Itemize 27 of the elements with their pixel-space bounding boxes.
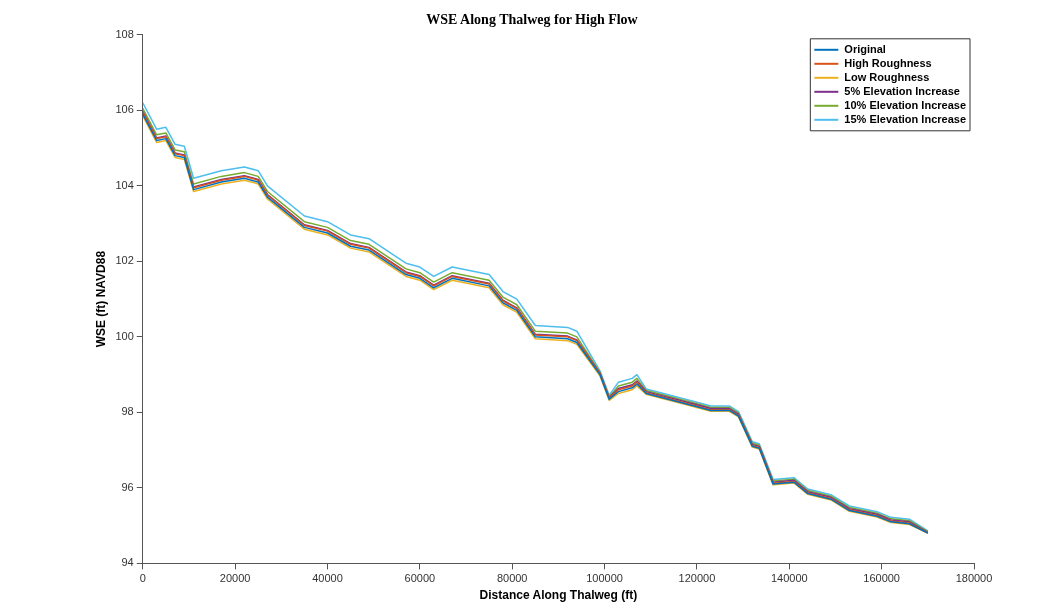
x-tick-label: 60000 [404, 572, 436, 585]
y-tick-label: 100 [115, 329, 134, 342]
x-tick-label: 120000 [678, 572, 716, 585]
legend-label: Original [844, 42, 886, 55]
x-tick-label: 20000 [219, 572, 251, 585]
y-tick-label: 104 [115, 178, 134, 191]
y-tick-label: 96 [121, 480, 134, 493]
legend-label: 15% Elevation Increase [844, 112, 967, 125]
legend-label: Low Roughness [844, 70, 930, 83]
y-tick-label: 108 [115, 27, 134, 40]
x-tick-label: 100000 [586, 572, 623, 585]
x-tick-label: 0 [139, 572, 146, 585]
legend-label: 5% Elevation Increase [844, 84, 960, 97]
y-tick-label: 94 [121, 556, 134, 569]
legend-label: High Roughness [844, 56, 932, 69]
y-tick-label: 102 [115, 254, 134, 267]
x-axis-title: Distance Along Thalweg (ft) [479, 588, 638, 603]
x-tick-label: 80000 [496, 572, 528, 585]
x-tick-label: 140000 [770, 572, 808, 585]
y-axis-title: WSE (ft) NAVD88 [93, 250, 108, 348]
y-tick-label: 98 [121, 405, 134, 418]
legend-label: 10% Elevation Increase [844, 98, 967, 111]
chart-title: WSE Along Thalweg for High Flow [426, 12, 639, 28]
x-tick-label: 180000 [955, 572, 993, 585]
x-tick-label: 40000 [312, 572, 343, 585]
x-tick-label: 160000 [863, 572, 900, 585]
y-tick-label: 106 [115, 103, 134, 116]
